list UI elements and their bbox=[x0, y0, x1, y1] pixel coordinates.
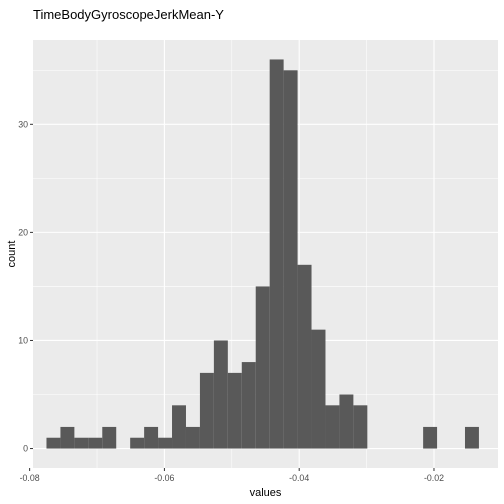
y-tick-label: 20 bbox=[18, 227, 28, 237]
histogram-bar bbox=[339, 395, 353, 449]
y-tick-label: 0 bbox=[23, 444, 28, 454]
histogram-bar bbox=[60, 427, 74, 449]
x-axis-title: values bbox=[250, 487, 282, 499]
x-tick-label: -0.06 bbox=[154, 473, 174, 483]
histogram-bar bbox=[465, 427, 479, 449]
histogram-bar bbox=[88, 438, 102, 449]
histogram-bar bbox=[353, 405, 367, 448]
histogram-bar bbox=[325, 405, 339, 448]
histogram-bar bbox=[74, 438, 88, 449]
histogram-bar bbox=[298, 265, 312, 449]
histogram-bar bbox=[228, 373, 242, 449]
histogram-bar bbox=[256, 286, 270, 448]
histogram-bar bbox=[158, 438, 172, 449]
x-tick-label: -0.02 bbox=[424, 473, 444, 483]
y-tick-label: 30 bbox=[18, 119, 28, 129]
histogram-bar bbox=[242, 362, 256, 448]
histogram-bar bbox=[270, 59, 284, 448]
y-axis-title: count bbox=[6, 241, 18, 268]
x-tick-label: -0.08 bbox=[20, 473, 40, 483]
histogram-bar bbox=[102, 427, 116, 449]
histogram-bar bbox=[200, 373, 214, 449]
histogram-bar bbox=[423, 427, 437, 449]
x-tick-label: -0.04 bbox=[289, 473, 309, 483]
y-tick-label: 10 bbox=[18, 335, 28, 345]
histogram-bar bbox=[284, 70, 298, 448]
histogram-bar bbox=[144, 427, 158, 449]
x-axis: -0.08 -0.06 -0.04 -0.02 bbox=[20, 468, 445, 483]
histogram-bar bbox=[46, 438, 60, 449]
y-axis: 0 10 20 30 bbox=[18, 119, 33, 453]
histogram-bar bbox=[186, 427, 200, 449]
chart-title: TimeBodyGyroscopeJerkMean-Y bbox=[33, 7, 224, 22]
histogram-bar bbox=[312, 330, 326, 449]
histogram-bar bbox=[130, 438, 144, 449]
histogram-bar bbox=[214, 340, 228, 448]
histogram-bar bbox=[172, 405, 186, 448]
